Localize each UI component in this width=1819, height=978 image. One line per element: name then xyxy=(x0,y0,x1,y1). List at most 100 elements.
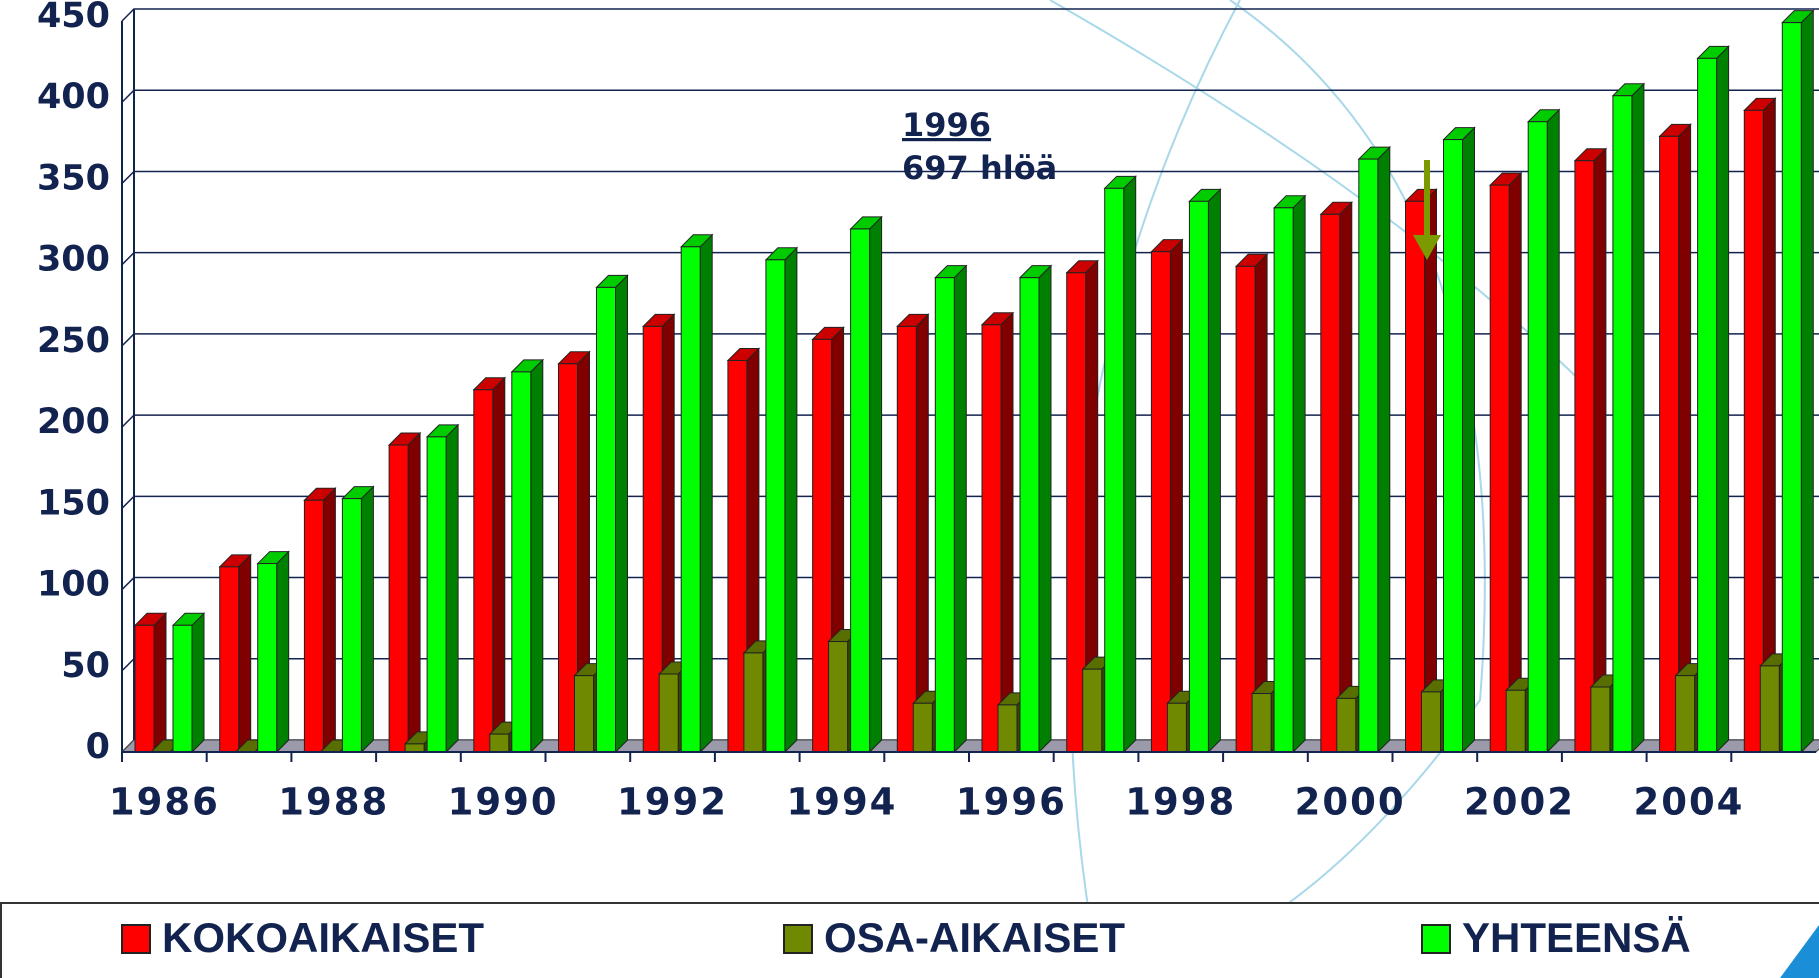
bar-side xyxy=(238,553,252,754)
bar-side xyxy=(1631,82,1645,754)
grid-line xyxy=(121,8,1819,22)
bar xyxy=(1251,693,1272,753)
bar xyxy=(511,371,532,753)
bar-side xyxy=(1800,9,1814,754)
bar-side xyxy=(530,358,544,754)
bar xyxy=(1320,213,1341,753)
y-tick-label: 400 xyxy=(37,77,110,117)
y-tick-label: 350 xyxy=(37,158,110,198)
bar xyxy=(850,228,871,753)
grid-line xyxy=(121,170,1819,184)
y-tick-label: 250 xyxy=(37,321,110,361)
grid-line xyxy=(121,333,1819,347)
x-tick-label: 1990 xyxy=(448,781,559,824)
grid-line xyxy=(121,414,1819,428)
bar xyxy=(1235,265,1256,753)
bar-side xyxy=(1000,311,1014,754)
y-tick-label: 150 xyxy=(37,483,110,523)
bar xyxy=(1743,109,1764,753)
annotation-arrow xyxy=(1413,235,1441,260)
y-tick-label: 100 xyxy=(37,565,110,605)
bar-side xyxy=(407,431,421,754)
legend-label: YHTEENSÄ xyxy=(1462,914,1691,961)
bar xyxy=(1336,697,1357,753)
bar xyxy=(1104,187,1125,753)
bar-side xyxy=(915,313,929,754)
bar-side xyxy=(191,612,205,754)
plot-area: 0 50 100 150 200 250 300 350 400 450 1986 1988 1990 1… xyxy=(37,0,1819,824)
bar xyxy=(1166,702,1187,753)
bar xyxy=(1150,251,1171,753)
grid-line xyxy=(121,89,1819,103)
bar-side xyxy=(953,264,967,754)
bar-side xyxy=(322,487,336,754)
bar-side xyxy=(1508,171,1522,754)
bar xyxy=(426,436,447,753)
bar xyxy=(574,675,594,753)
bar xyxy=(658,673,679,753)
bar xyxy=(473,389,494,753)
bar xyxy=(388,444,409,753)
bar-side xyxy=(1169,238,1183,754)
bar xyxy=(341,498,362,753)
bar xyxy=(404,743,425,753)
bar xyxy=(765,259,786,753)
bar-side xyxy=(1123,175,1137,754)
bar xyxy=(1188,200,1209,753)
bar xyxy=(596,286,616,753)
bar-side xyxy=(1254,253,1268,754)
bar-side xyxy=(1462,126,1475,754)
bar-side xyxy=(1377,145,1391,754)
x-tick-label: 1998 xyxy=(1125,781,1236,824)
x-tick-label: 1992 xyxy=(617,781,728,824)
bar xyxy=(828,641,849,753)
bar-side xyxy=(1678,123,1692,754)
bar-side xyxy=(615,274,628,754)
x-tick-label: 1988 xyxy=(278,781,389,824)
x-tick-label: 2002 xyxy=(1464,781,1575,824)
bar-side xyxy=(360,485,374,754)
legend-box xyxy=(0,902,1819,978)
x-tick-label: 2004 xyxy=(1633,781,1744,824)
bar-side xyxy=(1339,201,1353,754)
bar xyxy=(1759,665,1780,753)
grid-line xyxy=(121,576,1819,591)
bar xyxy=(1697,57,1718,753)
bar xyxy=(981,324,1002,753)
bar xyxy=(257,563,278,753)
bar xyxy=(172,624,193,753)
bar xyxy=(1505,689,1526,753)
y-tick-label: 450 xyxy=(37,0,110,36)
bar xyxy=(934,277,955,753)
legend-swatch xyxy=(121,924,151,954)
legend-swatch xyxy=(783,924,813,954)
bar xyxy=(743,652,764,753)
bar-side xyxy=(699,233,713,754)
annotation: 1996 xyxy=(902,106,991,144)
bar xyxy=(219,566,240,753)
x-tick-label: 1986 xyxy=(109,781,220,824)
bar-side xyxy=(492,376,506,754)
bar-side xyxy=(1292,194,1306,754)
bar-side xyxy=(276,550,290,754)
bar-side xyxy=(784,246,798,754)
bar-side xyxy=(1424,188,1437,754)
decoration xyxy=(1780,925,1819,978)
bar-side xyxy=(1546,108,1560,754)
bar xyxy=(1421,691,1441,753)
bar-side xyxy=(153,612,167,754)
bar xyxy=(1612,95,1633,753)
bar xyxy=(303,499,324,753)
bar xyxy=(1675,675,1696,753)
legend-label: KOKOAIKAISET xyxy=(162,914,484,961)
bar xyxy=(1781,22,1802,753)
bar-side xyxy=(1716,45,1730,754)
bar xyxy=(912,702,933,753)
grid-line xyxy=(121,658,1819,672)
bar xyxy=(1659,135,1680,753)
y-tick-label: 50 xyxy=(61,646,110,686)
legend-swatch xyxy=(1421,924,1451,954)
bar-side xyxy=(1038,264,1052,754)
bar xyxy=(997,704,1018,753)
